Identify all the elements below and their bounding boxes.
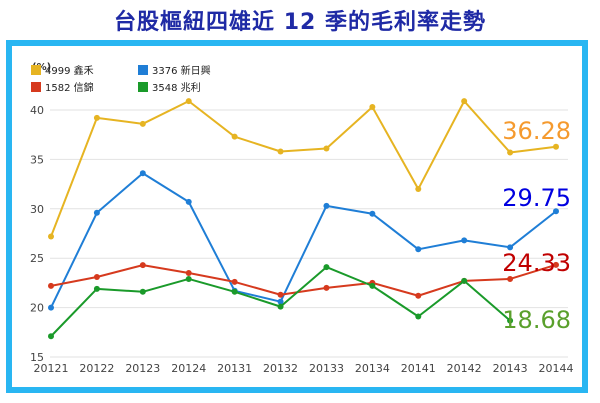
data-point [323, 284, 330, 291]
y-tick-label: 25 [30, 252, 44, 265]
data-point [185, 198, 192, 205]
y-tick-label: 15 [30, 351, 44, 364]
data-point [231, 278, 238, 285]
legend-label: 1582 信錦 [45, 81, 94, 94]
x-tick-label: 20133 [309, 362, 344, 375]
data-point [415, 292, 422, 299]
data-point [139, 262, 146, 269]
callout-value: 29.75 [502, 184, 571, 212]
data-point [553, 208, 559, 215]
data-point [139, 288, 146, 295]
data-point [139, 120, 146, 127]
data-point [93, 273, 100, 280]
data-point [553, 143, 559, 150]
x-tick-label: 20122 [79, 362, 114, 375]
data-point [507, 275, 514, 282]
data-point [277, 291, 284, 298]
data-point [185, 270, 192, 277]
data-point [231, 133, 238, 140]
legend-swatch [138, 65, 148, 75]
y-axis-label: (%) [32, 62, 51, 73]
data-point [185, 275, 192, 282]
y-axis-ticks: 40 35 30 25 20 15 [30, 104, 44, 364]
x-tick-label: 20123 [125, 362, 160, 375]
data-point [415, 313, 422, 320]
callout-value: 24.33 [502, 249, 571, 277]
data-point [231, 288, 238, 295]
data-point [48, 233, 54, 240]
x-tick-label: 20144 [539, 362, 574, 375]
data-point [93, 114, 100, 121]
series-line [50, 263, 557, 297]
chart-frame [6, 40, 588, 393]
x-tick-label: 20121 [34, 362, 69, 375]
data-point [507, 317, 514, 324]
data-point [507, 244, 514, 251]
data-point [185, 98, 192, 105]
data-point [48, 282, 54, 289]
data-point [277, 298, 284, 305]
data-point [48, 304, 54, 311]
data-point [369, 210, 376, 217]
callout-labels: 36.28 29.75 24.33 18.68 [502, 117, 571, 334]
data-point [93, 285, 100, 292]
legend-swatch [31, 82, 41, 92]
series-line [50, 100, 557, 237]
data-point [461, 237, 468, 244]
x-tick-label: 20143 [493, 362, 528, 375]
x-tick-label: 20131 [217, 362, 252, 375]
legend-label: 3376 新日興 [152, 64, 211, 77]
data-point [553, 261, 559, 268]
x-tick-label: 20124 [171, 362, 206, 375]
legend-label: 4999 鑫禾 [45, 64, 94, 77]
data-point [48, 333, 54, 340]
x-tick-label: 20142 [447, 362, 482, 375]
data-point [415, 246, 422, 253]
data-point [415, 186, 422, 193]
data-point [323, 145, 330, 152]
legend-swatch [31, 65, 41, 75]
data-point [461, 98, 468, 105]
grid-lines [50, 109, 568, 358]
callout-value: 36.28 [502, 117, 571, 145]
legend-swatch [138, 82, 148, 92]
data-point [369, 104, 376, 111]
data-point [93, 209, 100, 216]
data-point [507, 149, 514, 156]
data-point [277, 303, 284, 310]
x-tick-label: 20132 [263, 362, 298, 375]
data-point [461, 277, 468, 284]
legend-label: 3548 兆利 [152, 82, 201, 94]
data-point [323, 264, 330, 271]
data-point [277, 148, 284, 155]
callout-value: 18.68 [502, 306, 571, 334]
chart-title: 台股樞紐四雄近 12 季的毛利率走勢 [114, 10, 486, 35]
data-point [369, 282, 376, 289]
legend: 4999 鑫禾 3376 新日興 1582 信錦 3548 兆利 [31, 64, 211, 94]
series-line [50, 172, 557, 309]
data-point [139, 170, 146, 177]
data-point [323, 202, 330, 209]
x-tick-label: 20134 [355, 362, 390, 375]
y-tick-label: 35 [30, 153, 44, 166]
y-tick-label: 20 [30, 302, 44, 315]
x-tick-label: 20141 [401, 362, 436, 375]
y-tick-label: 40 [30, 104, 44, 117]
x-axis-ticks: 20121 20122 20123 20124 20131 20132 20133 20134… [34, 362, 574, 375]
series-lines [48, 98, 559, 340]
y-tick-label: 30 [30, 203, 44, 216]
